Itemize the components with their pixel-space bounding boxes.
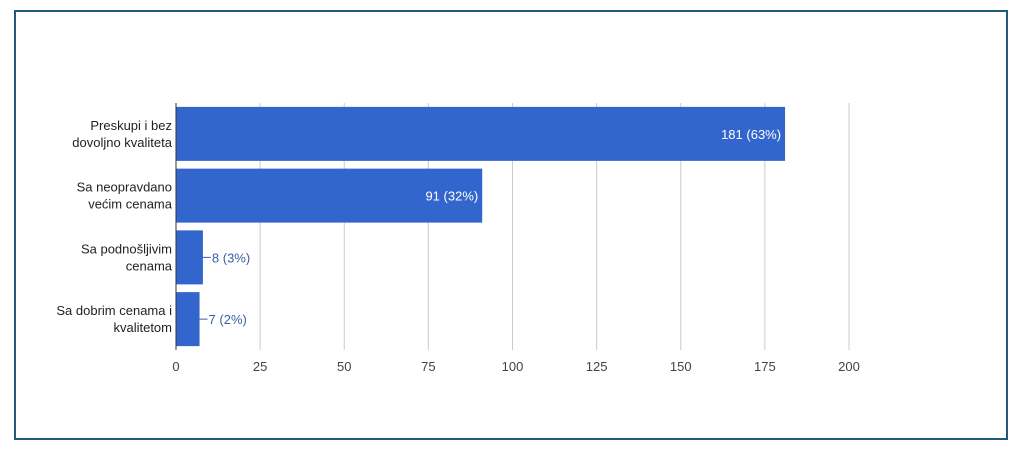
bar[interactable] (176, 230, 203, 285)
x-tick-label: 0 (172, 359, 179, 374)
bar[interactable] (176, 168, 483, 223)
data-label: 8 (3%) (212, 250, 250, 265)
category-label: Preskupi i bez dovoljno kvaliteta (72, 118, 172, 150)
x-tick-label: 150 (670, 359, 692, 374)
category-label-line: Sa dobrim cenama i (56, 303, 172, 318)
category-label-line: Sa neopravdano (77, 180, 172, 195)
category-label-line: Sa podnošljivim (81, 241, 172, 256)
data-label: 181 (63%) (721, 127, 781, 142)
x-tick-label: 125 (586, 359, 608, 374)
x-tick-label: 50 (337, 359, 351, 374)
chart-frame (14, 10, 1008, 440)
category-label-line: dovoljno kvaliteta (72, 135, 172, 150)
category-label-line: Preskupi i bez (90, 118, 172, 133)
x-tick-label: 75 (421, 359, 435, 374)
category-label: Sa dobrim cenama i kvalitetom (56, 303, 172, 335)
data-label: 7 (2%) (209, 312, 247, 327)
data-label: 91 (32%) (425, 189, 478, 204)
bar[interactable] (176, 106, 786, 161)
category-label: Sa neopravdano većim cenama (77, 180, 173, 212)
category-label-line: kvalitetom (113, 320, 172, 335)
x-tick-label: 25 (253, 359, 267, 374)
category-label: Sa podnošljivim cenama (81, 241, 173, 273)
category-label-line: većim cenama (88, 197, 173, 212)
x-tick-label: 200 (838, 359, 860, 374)
category-label-line: cenama (126, 258, 173, 273)
bar[interactable] (176, 292, 200, 347)
x-tick-label: 175 (754, 359, 776, 374)
x-tick-label: 100 (502, 359, 524, 374)
